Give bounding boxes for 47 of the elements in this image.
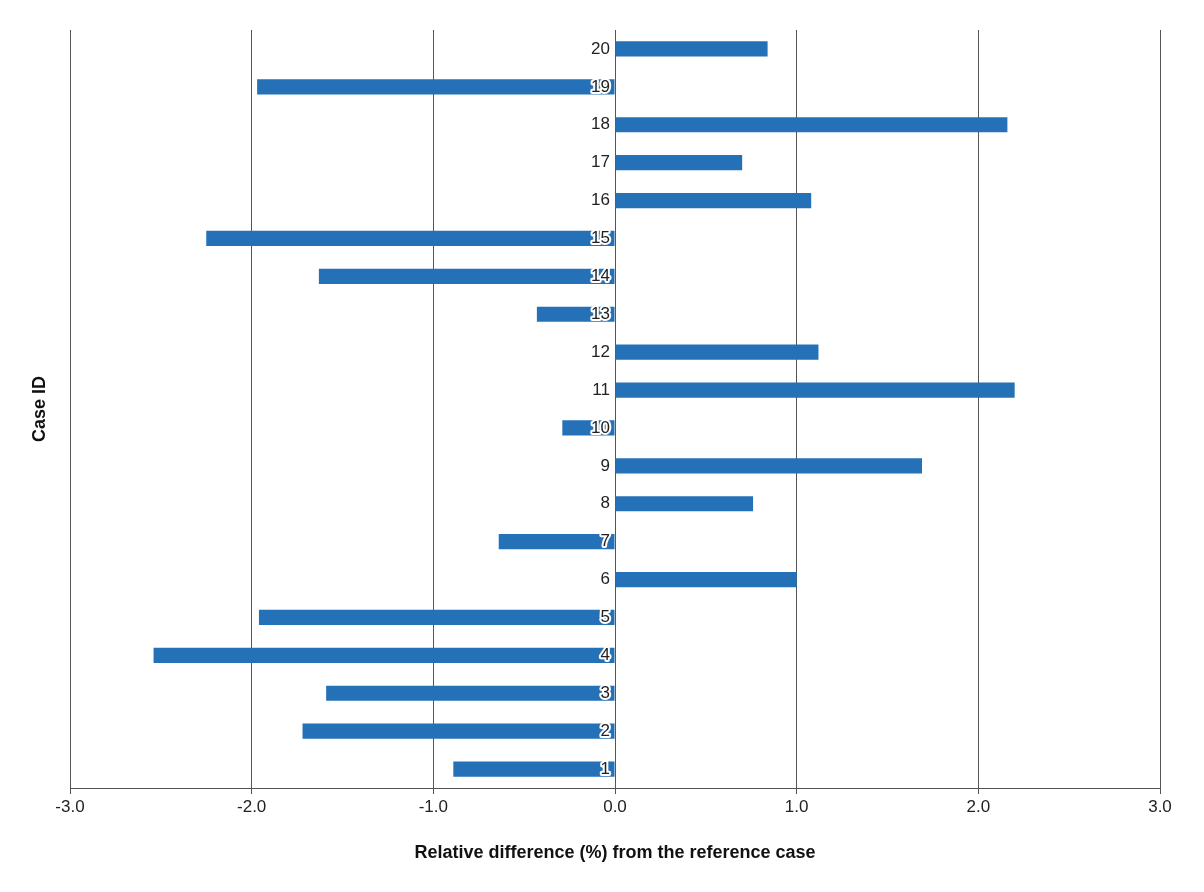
bar (453, 761, 615, 777)
x-axis-title: Relative difference (%) from the reference case (414, 842, 816, 863)
y-tick-label: 20 (591, 38, 610, 58)
bar (615, 117, 1008, 133)
y-tick-label: 19 (591, 76, 610, 96)
bar (615, 192, 812, 209)
bar (257, 79, 615, 95)
y-tick-label: 4 (600, 645, 610, 665)
x-tick-label: 2.0 (966, 796, 991, 816)
y-tick-label: 2 (600, 720, 610, 740)
y-tick-label: 13 (591, 303, 610, 323)
x-tick-label: 3.0 (1148, 796, 1172, 816)
bar (615, 571, 797, 588)
bar (318, 268, 615, 284)
bar (615, 496, 754, 512)
y-tick-label: 14 (591, 266, 610, 286)
y-tick-label: 8 (600, 493, 610, 513)
y-tick-label: 7 (600, 531, 610, 551)
bar (615, 458, 923, 474)
bar (615, 155, 743, 171)
bar (206, 230, 615, 247)
x-tick-label: 0.0 (603, 796, 627, 816)
y-tick-label: 3 (600, 682, 610, 702)
y-tick-label: 9 (600, 455, 610, 475)
x-tick-label: 1.0 (784, 796, 809, 816)
y-tick-label: 11 (592, 379, 610, 399)
bar (615, 344, 819, 360)
y-tick-label: 18 (591, 114, 610, 134)
x-tick-label: -1.0 (418, 796, 448, 816)
y-tick-label: 10 (591, 417, 610, 437)
bar (302, 723, 615, 739)
y-tick-label: 6 (600, 569, 610, 589)
x-tick-label: -3.0 (55, 796, 85, 816)
bar (153, 647, 615, 663)
y-tick-label: 17 (591, 152, 610, 172)
bar (498, 534, 615, 550)
y-axis-title: Case ID (28, 375, 49, 443)
y-tick-label: 5 (600, 607, 610, 627)
bar (326, 685, 615, 701)
bar (615, 382, 1015, 398)
y-tick-label: 12 (591, 341, 610, 361)
bar (615, 41, 768, 57)
bar (258, 609, 615, 626)
y-tick-label: 16 (591, 190, 610, 210)
x-tick-label: -2.0 (237, 796, 267, 816)
y-tick-label: 1 (600, 758, 610, 778)
y-tick-label: 15 (591, 228, 610, 248)
